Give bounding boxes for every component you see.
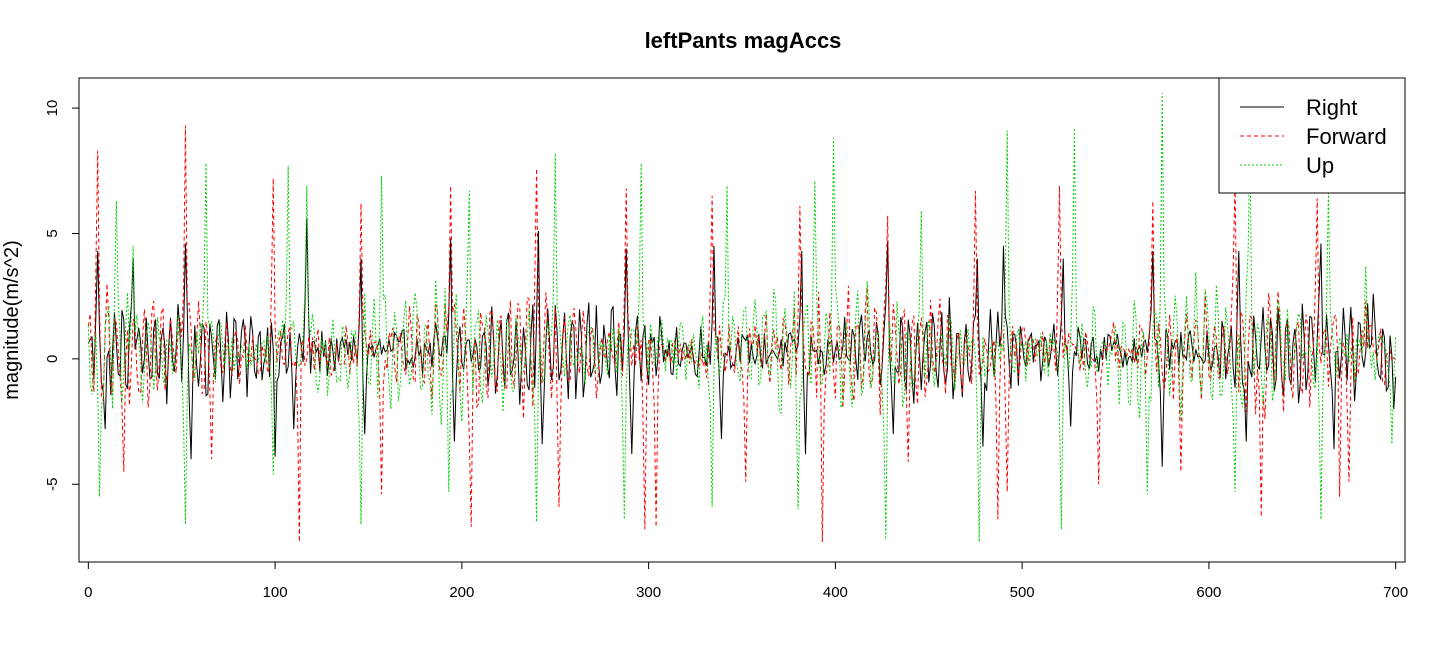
x-tick-label: 100 bbox=[263, 584, 288, 601]
x-axis: 0 100 200 300 400 500 600 700 bbox=[84, 561, 1408, 601]
x-tick-label: 600 bbox=[1196, 584, 1221, 601]
legend-label-right: Right bbox=[1306, 95, 1357, 120]
legend-label-up: Up bbox=[1306, 153, 1334, 178]
x-tick-label: 0 bbox=[84, 584, 92, 601]
x-tick-label: 200 bbox=[449, 584, 474, 601]
y-tick-label: 5 bbox=[44, 229, 61, 237]
y-axis: -5 0 5 10 bbox=[44, 100, 80, 491]
x-tick-label: 400 bbox=[823, 584, 848, 601]
y-tick-label: 0 bbox=[44, 355, 61, 363]
series-line-forward bbox=[87, 125, 1397, 542]
y-tick-label: 10 bbox=[44, 100, 61, 117]
x-tick-label: 700 bbox=[1383, 584, 1408, 601]
y-axis-label: magnitude(m/s^2) bbox=[1, 240, 23, 399]
x-tick-label: 300 bbox=[636, 584, 661, 601]
legend-label-forward: Forward bbox=[1306, 124, 1387, 149]
chart-title: leftPants magAccs bbox=[645, 28, 842, 53]
series-line-up bbox=[87, 93, 1397, 542]
x-tick-label: 500 bbox=[1010, 584, 1035, 601]
y-tick-label: -5 bbox=[44, 478, 61, 491]
series-layer bbox=[87, 93, 1397, 542]
legend: Right Forward Up bbox=[1218, 77, 1406, 194]
